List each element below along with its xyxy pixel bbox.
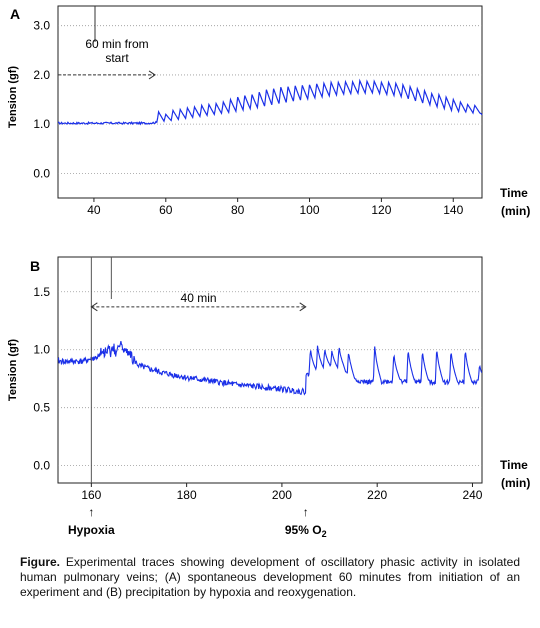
y-ticks-a: 3.0 2.0 1.0 0.0 bbox=[33, 19, 50, 181]
x-tick-label: 200 bbox=[272, 488, 292, 502]
trace-b bbox=[57, 340, 483, 396]
x-ticks-b: 160 180 200 220 240 bbox=[81, 483, 483, 502]
x-axis-label-b-line1: Time bbox=[500, 458, 528, 472]
annotation-a: 60 min from start bbox=[58, 6, 156, 80]
panel-label-a: A bbox=[10, 6, 20, 22]
x-tick-label: 140 bbox=[443, 203, 463, 217]
event-markers: ↑ Hypoxia ↑ 95% O2 bbox=[68, 505, 327, 539]
x-ticks-a: 40 60 80 100 120 140 bbox=[87, 198, 464, 217]
x-tick-label: 40 bbox=[87, 203, 101, 217]
chart-panel-a: A Tension (gf) 3.0 2.0 1.0 0.0 40 60 80 100 120… bbox=[7, 5, 530, 218]
x-axis-label-a-line1: Time bbox=[500, 186, 528, 200]
y-tick-label: 0.5 bbox=[33, 401, 50, 415]
y-tick-label: 3.0 bbox=[33, 19, 50, 33]
reoxygenation-arrow-icon: ↑ bbox=[303, 505, 309, 519]
y-tick-label: 0.0 bbox=[33, 459, 50, 473]
reoxygenation-label: 95% O2 bbox=[285, 523, 327, 539]
x-tick-label: 120 bbox=[371, 203, 391, 217]
hypoxia-label: Hypoxia bbox=[68, 523, 115, 537]
tension-trace-a bbox=[57, 78, 483, 126]
annotation-arrowhead bbox=[148, 70, 156, 80]
y-axis-label-b: Tension (gf) bbox=[7, 339, 19, 401]
figure-canvas: A Tension (gf) 3.0 2.0 1.0 0.0 40 60 80 100 120… bbox=[7, 5, 530, 539]
y-ticks-b: 1.5 1.0 0.5 0.0 bbox=[33, 285, 50, 473]
plot-frame-b bbox=[57, 256, 483, 484]
reoxygenation-label-subscript: 2 bbox=[322, 529, 327, 539]
y-tick-label: 1.0 bbox=[33, 117, 50, 131]
annotation-b: 40 min bbox=[90, 257, 307, 483]
y-tick-label: 1.0 bbox=[33, 343, 50, 357]
y-tick-label: 1.5 bbox=[33, 285, 50, 299]
x-tick-label: 60 bbox=[159, 203, 173, 217]
interval-arrowhead-left bbox=[90, 302, 98, 312]
x-tick-label: 100 bbox=[300, 203, 320, 217]
caption-text: Experimental traces showing development … bbox=[20, 555, 520, 599]
annotation-text-line-2: start bbox=[105, 51, 129, 65]
x-axis-label-b-line2: (min) bbox=[501, 476, 530, 490]
annotation-text-line-1: 60 min from bbox=[85, 37, 148, 51]
x-tick-label: 180 bbox=[177, 488, 197, 502]
reoxygenation-label-main: 95% O bbox=[285, 523, 322, 537]
x-tick-label: 240 bbox=[462, 488, 482, 502]
interval-label: 40 min bbox=[181, 291, 217, 305]
panel-label-b: B bbox=[30, 258, 40, 274]
y-axis-label-a: Tension (gf) bbox=[7, 66, 19, 128]
figure-caption: Figure. Experimental traces showing deve… bbox=[20, 555, 520, 600]
trace-a bbox=[57, 78, 483, 126]
x-tick-label: 80 bbox=[231, 203, 245, 217]
interval-arrowhead-right bbox=[299, 302, 307, 312]
y-tick-label: 0.0 bbox=[33, 166, 50, 180]
x-axis-label-a-line2: (min) bbox=[501, 204, 530, 218]
x-tick-label: 220 bbox=[367, 488, 387, 502]
x-tick-label: 160 bbox=[81, 488, 101, 502]
hypoxia-arrow-icon: ↑ bbox=[88, 505, 94, 519]
chart-panel-b: B Tension (gf) 1.5 1.0 0.5 0.0 160 180 200 220… bbox=[7, 256, 530, 539]
caption-title: Figure. bbox=[20, 555, 61, 569]
tension-trace-b bbox=[57, 340, 483, 396]
plot-frame-a bbox=[57, 5, 483, 199]
y-tick-label: 2.0 bbox=[33, 68, 50, 82]
grid-b bbox=[58, 291, 482, 467]
